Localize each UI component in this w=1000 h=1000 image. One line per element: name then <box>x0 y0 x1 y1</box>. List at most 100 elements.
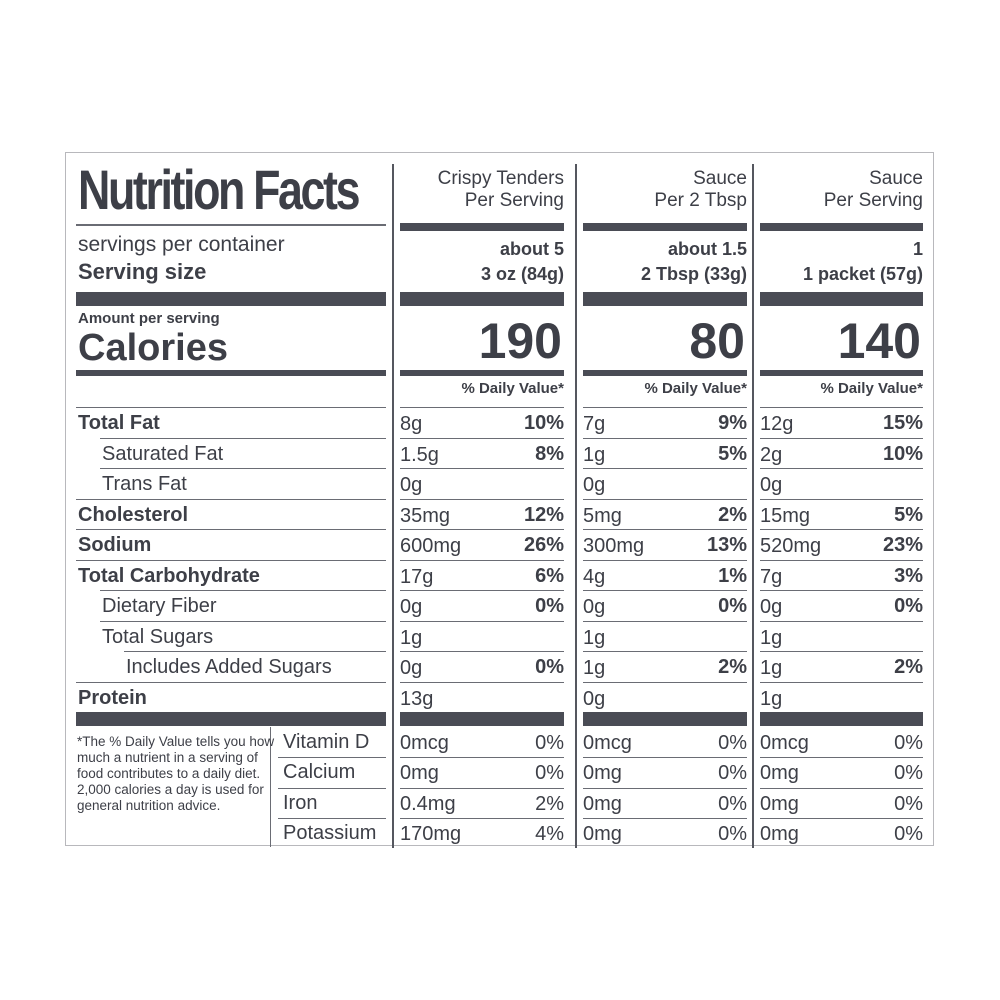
nutrient-daily-value: 1% <box>718 564 747 587</box>
nutrient-amount: 1g <box>400 626 423 649</box>
vitamin-name: Vitamin D <box>283 731 370 753</box>
nutrient-amount: 7g <box>583 413 606 435</box>
vitamin-daily-value: 0% <box>718 792 747 815</box>
vitamin-name: Calcium <box>283 761 356 784</box>
vitamin-divider <box>278 817 386 819</box>
daily-value-header: % Daily Value* <box>461 380 564 397</box>
nutrient-amount: 8g <box>400 413 423 435</box>
column-header-bar <box>583 223 747 231</box>
row-divider <box>124 651 386 652</box>
vitamin-amount: 0mg <box>760 762 799 785</box>
nutrient-amount: 1g <box>760 626 783 649</box>
vitamin-daily-value: 0% <box>718 822 747 845</box>
vitamin-daily-value: 0% <box>535 732 564 754</box>
vitamin-name: Iron <box>283 791 318 814</box>
nutrient-amount: 0g <box>400 474 423 496</box>
column-header-bar <box>760 223 923 231</box>
nutrient-amount: 13g <box>400 687 434 710</box>
serving-bar-left <box>76 292 386 306</box>
column-header-line1: Sauce <box>693 168 747 189</box>
nutrient-daily-value: 0% <box>894 595 923 617</box>
nutrient-amount: 1g <box>760 657 783 679</box>
row-divider <box>760 468 923 469</box>
row-divider <box>760 407 923 408</box>
nutrient-daily-value: 23% <box>882 534 923 556</box>
row-divider <box>100 620 386 622</box>
calories-value: 140 <box>837 313 921 369</box>
calories-bar <box>583 370 747 376</box>
nutrient-daily-value: 0% <box>535 595 564 617</box>
vitamin-divider <box>760 787 923 789</box>
row-divider <box>400 590 564 591</box>
row-divider <box>760 559 923 561</box>
row-divider <box>76 681 386 683</box>
nutrient-amount: 0g <box>400 596 423 618</box>
nutrient-amount: 1g <box>760 687 783 710</box>
column-header-line2: Per Serving <box>823 190 923 211</box>
calories-label: Calories <box>78 327 228 369</box>
nutrient-amount: 17g <box>400 565 434 588</box>
nutrient-name: Saturated Fat <box>102 442 224 465</box>
row-divider <box>583 468 747 469</box>
row-divider <box>583 590 747 591</box>
footnote-separator <box>270 727 271 847</box>
vitamin-amount: 0.4mg <box>400 792 456 815</box>
vitamin-divider <box>400 787 564 789</box>
calories-bar-left <box>76 370 386 376</box>
row-divider <box>400 468 564 469</box>
nutrient-amount: 1.5g <box>400 443 439 466</box>
vitamin-amount: 0mg <box>583 792 622 815</box>
row-divider <box>760 590 923 591</box>
nutrient-name: Total Sugars <box>102 625 214 648</box>
nutrient-name: Total Carbohydrate <box>78 564 260 587</box>
vitamin-amount: 0mg <box>760 792 799 815</box>
column-separator <box>752 164 754 848</box>
vitamin-divider <box>278 787 386 789</box>
nutrient-amount: 1g <box>583 443 606 466</box>
nutrient-daily-value: 10% <box>523 412 564 434</box>
row-divider <box>583 559 747 561</box>
nutrition-label-border <box>65 152 934 846</box>
vitamin-amount: 0mcg <box>760 732 809 754</box>
row-divider <box>760 529 923 530</box>
vitamin-daily-value: 4% <box>535 822 564 845</box>
nutrient-amount: 0g <box>583 474 606 496</box>
vitamin-amount: 170mg <box>400 822 462 845</box>
vitamin-daily-value: 0% <box>894 792 923 815</box>
nutrient-amount: 300mg <box>583 535 645 557</box>
row-divider <box>400 498 564 500</box>
nutrient-name: Protein <box>78 686 147 709</box>
nutrient-daily-value: 5% <box>894 503 923 526</box>
nutrient-amount: 0g <box>760 474 783 496</box>
vitamin-divider <box>400 817 564 819</box>
column-header-line1: Crispy Tenders <box>437 168 564 189</box>
nutrient-amount: 1g <box>583 626 606 649</box>
row-divider <box>76 407 386 408</box>
row-divider <box>400 681 564 683</box>
amount-per-serving-label: Amount per serving <box>78 310 220 327</box>
serving-size-label: Serving size <box>78 259 207 284</box>
row-divider <box>583 407 747 408</box>
servings-value: about 5 <box>499 239 564 259</box>
row-divider <box>583 437 747 439</box>
calories-bar <box>760 370 923 376</box>
protein-bar <box>400 712 564 726</box>
vitamin-daily-value: 2% <box>535 792 564 815</box>
row-divider <box>400 651 564 652</box>
serving-bar <box>400 292 564 306</box>
protein-bar <box>760 712 923 726</box>
row-divider <box>100 468 386 469</box>
serving-bar <box>760 292 923 306</box>
vitamin-divider <box>583 757 747 759</box>
vitamin-daily-value: 0% <box>894 732 923 754</box>
nutrient-amount: 1g <box>583 657 606 679</box>
column-header-bar <box>400 223 564 231</box>
nutrient-daily-value: 5% <box>718 442 747 465</box>
row-divider <box>76 498 386 500</box>
vitamin-daily-value: 0% <box>718 732 747 754</box>
row-divider <box>100 437 386 439</box>
row-divider <box>583 681 747 683</box>
row-divider <box>760 498 923 500</box>
vitamin-divider <box>760 817 923 819</box>
vitamin-daily-value: 0% <box>894 822 923 845</box>
